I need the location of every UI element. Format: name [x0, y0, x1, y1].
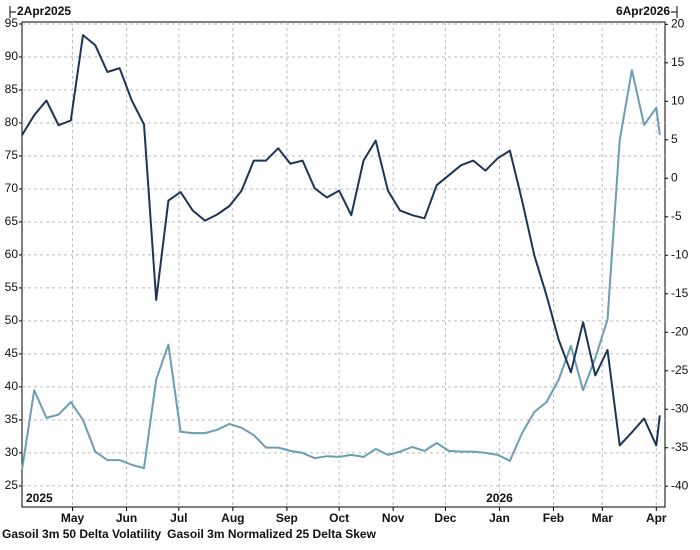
range-end-label: 6Apr2026 [616, 4, 670, 18]
y-tick-label: 55 [5, 280, 19, 294]
y2-tick-label: -10 [671, 247, 689, 261]
y2-tick-label: 10 [671, 93, 685, 107]
x-tick-label: Apr [646, 511, 667, 525]
y-tick-label: 30 [5, 445, 19, 459]
x-tick-label: Dec [434, 511, 456, 525]
series-line [21, 69, 661, 471]
y-tick-label: 45 [5, 346, 19, 360]
x-tick-label: Oct [329, 511, 349, 525]
y2-tick-label: -20 [671, 324, 689, 338]
y2-tick-label: -35 [671, 440, 689, 454]
y2-tick-label: 0 [671, 170, 678, 184]
y-tick-label: 70 [5, 181, 19, 195]
series-line [21, 34, 661, 447]
y-tick-label: 50 [5, 313, 19, 327]
x-tick-label: May [61, 511, 85, 525]
y2-tick-label: 20 [671, 16, 685, 30]
y-tick-label: 95 [5, 16, 19, 30]
year-label: 2026 [486, 491, 513, 505]
legend-entry: Gasoil 3m 50 Delta Volatility [2, 527, 161, 541]
y-tick-label: 40 [5, 379, 19, 393]
plot-frame [21, 21, 666, 508]
y2-tick-label: -15 [671, 286, 689, 300]
legend-entry: Gasoil 3m Normalized 25 Delta Skew [167, 527, 376, 541]
y-tick-label: 35 [5, 412, 19, 426]
year-label: 2025 [26, 491, 53, 505]
x-tick-label: Aug [221, 511, 244, 525]
y2-tick-label: 15 [671, 55, 685, 69]
range-start-label: 2Apr2025 [17, 4, 71, 18]
x-tick-label: Feb [543, 511, 564, 525]
y-tick-label: 85 [5, 82, 19, 96]
y-tick-label: 65 [5, 214, 19, 228]
x-tick-label: Nov [382, 511, 405, 525]
y-tick-label: 60 [5, 247, 19, 261]
y2-tick-label: -25 [671, 363, 689, 377]
y2-tick-label: -40 [671, 478, 689, 492]
x-tick-label: Jan [489, 511, 510, 525]
y-tick-label: 90 [5, 49, 19, 63]
y-tick-label: 80 [5, 115, 19, 129]
x-tick-label: Jul [170, 511, 187, 525]
x-tick-label: Jun [116, 511, 137, 525]
y-tick-label: 25 [5, 478, 19, 492]
x-tick-label: Sep [276, 511, 298, 525]
x-tick-label: Mar [592, 511, 614, 525]
y-tick-label: 75 [5, 148, 19, 162]
y2-tick-label: 5 [671, 132, 678, 146]
y2-tick-label: -5 [671, 209, 682, 223]
y2-tick-label: -30 [671, 401, 689, 415]
